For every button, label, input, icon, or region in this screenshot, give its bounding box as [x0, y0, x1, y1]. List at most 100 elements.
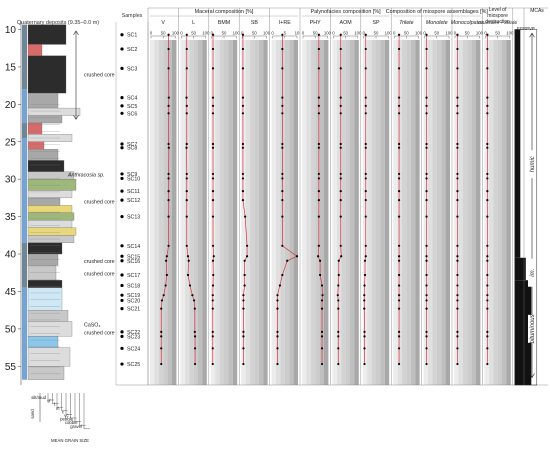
panel-tick-label: 50: [222, 31, 227, 36]
panel-tick-label: 100: [233, 31, 241, 36]
panel-tick-label: 100: [506, 31, 514, 36]
series-point: [336, 294, 339, 297]
series-point: [320, 347, 324, 350]
series-point: [165, 259, 168, 262]
series-point: [397, 273, 401, 277]
series-point: [286, 259, 289, 262]
series-point: [456, 273, 459, 277]
sample-marker: [120, 33, 124, 37]
depth-tick-label: 40: [5, 250, 17, 261]
panel-band: [180, 40, 185, 385]
panel-tick-label: 50: [434, 31, 439, 36]
series-point: [162, 294, 165, 297]
series-point: [317, 244, 320, 247]
panel-band: [293, 40, 298, 385]
sample-marker: [120, 254, 124, 258]
sample-label: SC1: [127, 33, 137, 39]
series-point: [185, 172, 188, 176]
series-point: [281, 112, 284, 115]
panel-tick-label: 10: [295, 31, 300, 36]
series-point: [165, 273, 168, 277]
series-point: [425, 33, 428, 36]
panel-band: [476, 40, 481, 385]
series-point: [241, 112, 245, 115]
panel-band: [423, 40, 428, 385]
lithology-strip: [22, 24, 27, 90]
series-point: [191, 294, 194, 297]
series-point: [281, 67, 284, 70]
destruction-classes: EGRPVP: [517, 26, 535, 31]
panel-band: [232, 40, 238, 385]
panel-band: [250, 40, 255, 385]
series-point: [425, 335, 428, 338]
series-point: [456, 67, 459, 70]
series-point: [425, 67, 428, 70]
series-point: [425, 284, 428, 287]
series-point: [241, 146, 245, 149]
panel-band: [380, 40, 385, 385]
series-point: [281, 177, 284, 180]
series-point: [318, 259, 322, 262]
series-point: [192, 299, 196, 302]
series-point: [425, 259, 428, 262]
group-header: Composition of miospore assemblages [%]: [386, 9, 489, 15]
panel-tick-label: 100: [385, 31, 393, 36]
series-point: [397, 347, 401, 350]
panel-tick-label: 50: [465, 31, 470, 36]
series-point: [339, 104, 342, 107]
series-point: [211, 190, 215, 193]
series-point: [486, 273, 489, 277]
panel-tick-label: 0: [423, 31, 426, 36]
series-point: [276, 330, 279, 333]
panel-tick-label: 0: [302, 31, 305, 36]
depth-tick-label: 20: [5, 100, 17, 111]
series-point: [193, 307, 196, 310]
panel-band: [436, 40, 442, 385]
panel-tick-label: 0: [180, 31, 183, 36]
series-point: [486, 112, 489, 115]
series-point: [364, 67, 367, 70]
lithology-bed: [27, 55, 67, 94]
legend-label: m: [56, 406, 60, 411]
panel-band: [341, 40, 346, 385]
series-point: [211, 112, 215, 115]
series-point: [456, 244, 459, 247]
series-point: [337, 307, 340, 310]
series-point: [317, 255, 320, 258]
panel-band: [154, 40, 159, 385]
panel-band: [245, 40, 250, 385]
series-point: [193, 330, 196, 333]
series-point: [363, 294, 366, 297]
series-point: [281, 172, 284, 176]
series-point: [278, 284, 282, 287]
series-point: [212, 255, 215, 258]
series-point: [243, 273, 246, 277]
series-point: [186, 273, 190, 277]
series-point: [193, 347, 197, 350]
series-point: [486, 172, 489, 176]
lithology-bed: [27, 160, 65, 172]
lithology-bed: [27, 197, 61, 206]
series-point: [317, 112, 320, 115]
series-point: [397, 362, 401, 366]
series-point: [425, 47, 428, 51]
depth-axis: 10 15 20 25 30 35 40 45 50 55: [5, 22, 22, 385]
series-point: [456, 172, 459, 176]
series-point: [397, 177, 401, 180]
series-point: [317, 177, 320, 180]
sample-label: SC19: [127, 293, 140, 299]
series-point: [339, 172, 342, 176]
series-point: [486, 299, 489, 302]
series-point: [397, 199, 401, 202]
panel-band: [467, 40, 472, 385]
sample-label: SC24: [127, 346, 140, 352]
panel-band: [219, 40, 224, 385]
lithology-note: crushed core: [84, 331, 115, 337]
lithology-bed: [27, 287, 63, 311]
series-point: [486, 67, 489, 70]
series-point: [364, 255, 367, 258]
mca-label-bg: [528, 150, 536, 179]
series-point: [185, 142, 188, 146]
series-point: [486, 33, 489, 36]
sample-marker: [120, 307, 124, 311]
